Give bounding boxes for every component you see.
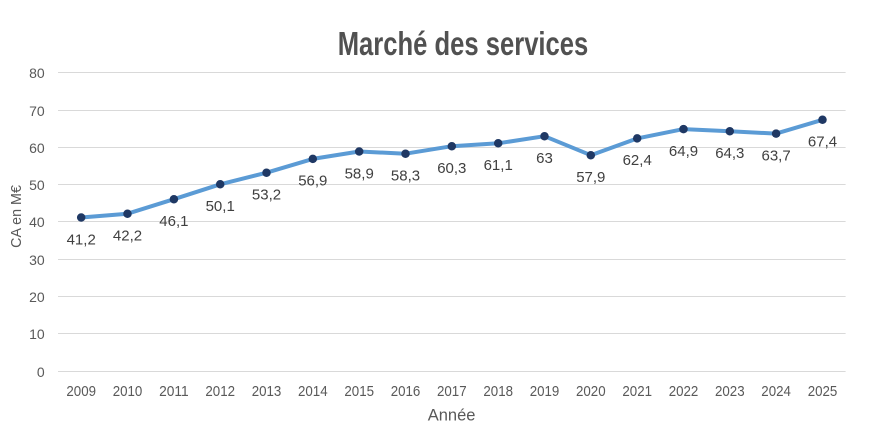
svg-text:2025: 2025 <box>808 384 838 400</box>
svg-text:2019: 2019 <box>530 384 560 400</box>
svg-text:40: 40 <box>29 214 45 230</box>
svg-text:0: 0 <box>37 364 45 380</box>
svg-text:CA en M€: CA en M€ <box>9 185 25 248</box>
svg-text:80: 80 <box>29 65 45 81</box>
svg-text:2022: 2022 <box>669 384 699 400</box>
svg-text:62,4: 62,4 <box>623 152 652 169</box>
svg-text:64,9: 64,9 <box>669 143 698 160</box>
svg-text:2012: 2012 <box>205 384 235 400</box>
svg-text:42,2: 42,2 <box>113 228 142 245</box>
svg-text:2009: 2009 <box>66 384 96 400</box>
svg-text:2013: 2013 <box>252 384 282 400</box>
svg-text:Marché des services: Marché des services <box>338 26 589 63</box>
svg-text:2014: 2014 <box>298 384 328 400</box>
svg-text:67,4: 67,4 <box>808 134 837 151</box>
svg-text:46,1: 46,1 <box>159 213 188 230</box>
svg-text:20: 20 <box>29 289 45 305</box>
svg-text:2020: 2020 <box>576 384 606 400</box>
svg-text:63,7: 63,7 <box>761 147 790 164</box>
svg-text:63: 63 <box>536 150 553 167</box>
svg-text:58,9: 58,9 <box>345 165 374 182</box>
svg-text:2010: 2010 <box>113 384 143 400</box>
svg-text:2016: 2016 <box>391 384 421 400</box>
svg-text:60,3: 60,3 <box>437 160 466 177</box>
svg-text:60: 60 <box>29 140 45 156</box>
svg-text:64,3: 64,3 <box>715 145 744 162</box>
svg-text:70: 70 <box>29 103 45 119</box>
svg-text:2018: 2018 <box>483 384 513 400</box>
svg-text:41,2: 41,2 <box>67 231 96 248</box>
svg-text:10: 10 <box>29 326 45 342</box>
svg-text:58,3: 58,3 <box>391 168 420 185</box>
svg-text:2017: 2017 <box>437 384 467 400</box>
svg-text:2023: 2023 <box>715 384 745 400</box>
svg-text:Année: Année <box>428 406 476 424</box>
svg-text:53,2: 53,2 <box>252 187 281 204</box>
svg-text:2021: 2021 <box>622 384 652 400</box>
svg-text:50,1: 50,1 <box>206 198 235 215</box>
svg-text:50: 50 <box>29 177 45 193</box>
svg-text:2011: 2011 <box>159 384 189 400</box>
svg-text:30: 30 <box>29 252 45 268</box>
svg-text:2015: 2015 <box>344 384 374 400</box>
svg-text:57,9: 57,9 <box>576 169 605 186</box>
svg-text:2024: 2024 <box>761 384 791 400</box>
svg-text:56,9: 56,9 <box>298 173 327 190</box>
svg-text:61,1: 61,1 <box>484 157 513 174</box>
